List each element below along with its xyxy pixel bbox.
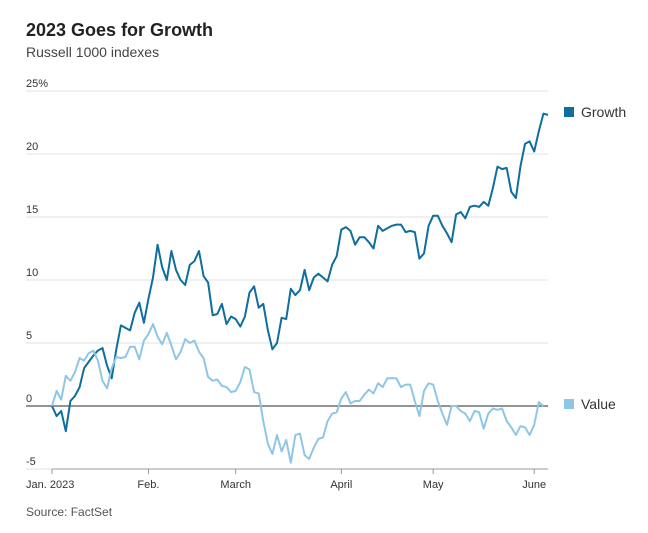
- y-tick-label: -5: [26, 456, 36, 468]
- x-tick-label: June: [522, 479, 546, 491]
- y-tick-label: 15: [26, 204, 38, 216]
- x-tick-label: March: [220, 479, 251, 491]
- chart-subtitle: Russell 1000 indexes: [26, 44, 160, 60]
- legend-swatch-value: [564, 399, 574, 409]
- grid-lines: [26, 90, 548, 470]
- x-tick-label: April: [330, 479, 352, 491]
- legend: Growth Value: [564, 104, 626, 412]
- legend-label-growth: Growth: [581, 104, 626, 120]
- legend-swatch-growth: [564, 107, 574, 117]
- y-axis-ticks: 25% 20 15 10 5 0 -5: [26, 78, 48, 468]
- x-tick-label: Jan. 2023: [26, 479, 74, 491]
- y-tick-label: 20: [26, 141, 38, 153]
- y-tick-label: 5: [26, 330, 32, 342]
- legend-label-value: Value: [581, 396, 616, 412]
- y-tick-label: 10: [26, 267, 38, 279]
- x-tick-label: May: [423, 479, 444, 491]
- chart-title: 2023 Goes for Growth: [26, 20, 214, 40]
- y-tick-label: 25%: [26, 78, 48, 90]
- series-line-value: [51, 323, 545, 464]
- source-note: Source: FactSet: [26, 505, 113, 519]
- y-tick-label: 0: [26, 393, 32, 405]
- series-line-growth: [51, 112, 549, 433]
- x-tick-label: Feb.: [137, 479, 159, 491]
- x-axis-ticks: Jan. 2023 Feb. March April May June: [26, 468, 548, 491]
- series-group: [51, 112, 549, 464]
